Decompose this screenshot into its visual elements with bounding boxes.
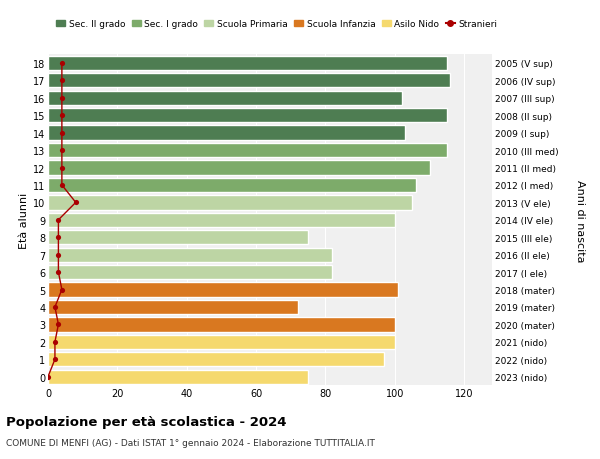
Point bbox=[53, 269, 63, 276]
Point bbox=[57, 130, 67, 137]
Point bbox=[50, 356, 60, 363]
Text: Popolazione per età scolastica - 2024: Popolazione per età scolastica - 2024 bbox=[6, 415, 287, 428]
Bar bbox=[48, 283, 398, 297]
Bar bbox=[48, 265, 332, 280]
Point bbox=[53, 217, 63, 224]
Text: COMUNE DI MENFI (AG) - Dati ISTAT 1° gennaio 2024 - Elaborazione TUTTITALIA.IT: COMUNE DI MENFI (AG) - Dati ISTAT 1° gen… bbox=[6, 438, 375, 448]
Point bbox=[53, 321, 63, 328]
Bar bbox=[48, 109, 447, 123]
Point bbox=[43, 373, 53, 381]
Y-axis label: Anni di nascita: Anni di nascita bbox=[575, 179, 585, 262]
Point bbox=[71, 199, 80, 207]
Bar bbox=[48, 370, 308, 384]
Bar bbox=[48, 74, 451, 88]
Bar bbox=[48, 213, 395, 228]
Bar bbox=[48, 161, 430, 175]
Bar bbox=[48, 196, 412, 210]
Legend: Sec. II grado, Sec. I grado, Scuola Primaria, Scuola Infanzia, Asilo Nido, Stran: Sec. II grado, Sec. I grado, Scuola Prim… bbox=[53, 17, 501, 33]
Bar bbox=[48, 126, 405, 140]
Bar bbox=[48, 179, 416, 193]
Bar bbox=[48, 248, 332, 262]
Bar bbox=[48, 144, 447, 158]
Bar bbox=[48, 56, 447, 71]
Point bbox=[57, 182, 67, 189]
Bar bbox=[48, 91, 402, 106]
Point bbox=[57, 164, 67, 172]
Point bbox=[50, 303, 60, 311]
Bar bbox=[48, 353, 385, 367]
Point bbox=[57, 95, 67, 102]
Point bbox=[57, 112, 67, 120]
Point bbox=[50, 338, 60, 346]
Point bbox=[57, 60, 67, 67]
Y-axis label: Età alunni: Età alunni bbox=[19, 192, 29, 248]
Bar bbox=[48, 318, 395, 332]
Bar bbox=[48, 230, 308, 245]
Point bbox=[53, 234, 63, 241]
Point bbox=[57, 78, 67, 85]
Bar bbox=[48, 300, 298, 314]
Point bbox=[53, 252, 63, 259]
Point bbox=[57, 147, 67, 154]
Bar bbox=[48, 335, 395, 349]
Point bbox=[57, 286, 67, 294]
